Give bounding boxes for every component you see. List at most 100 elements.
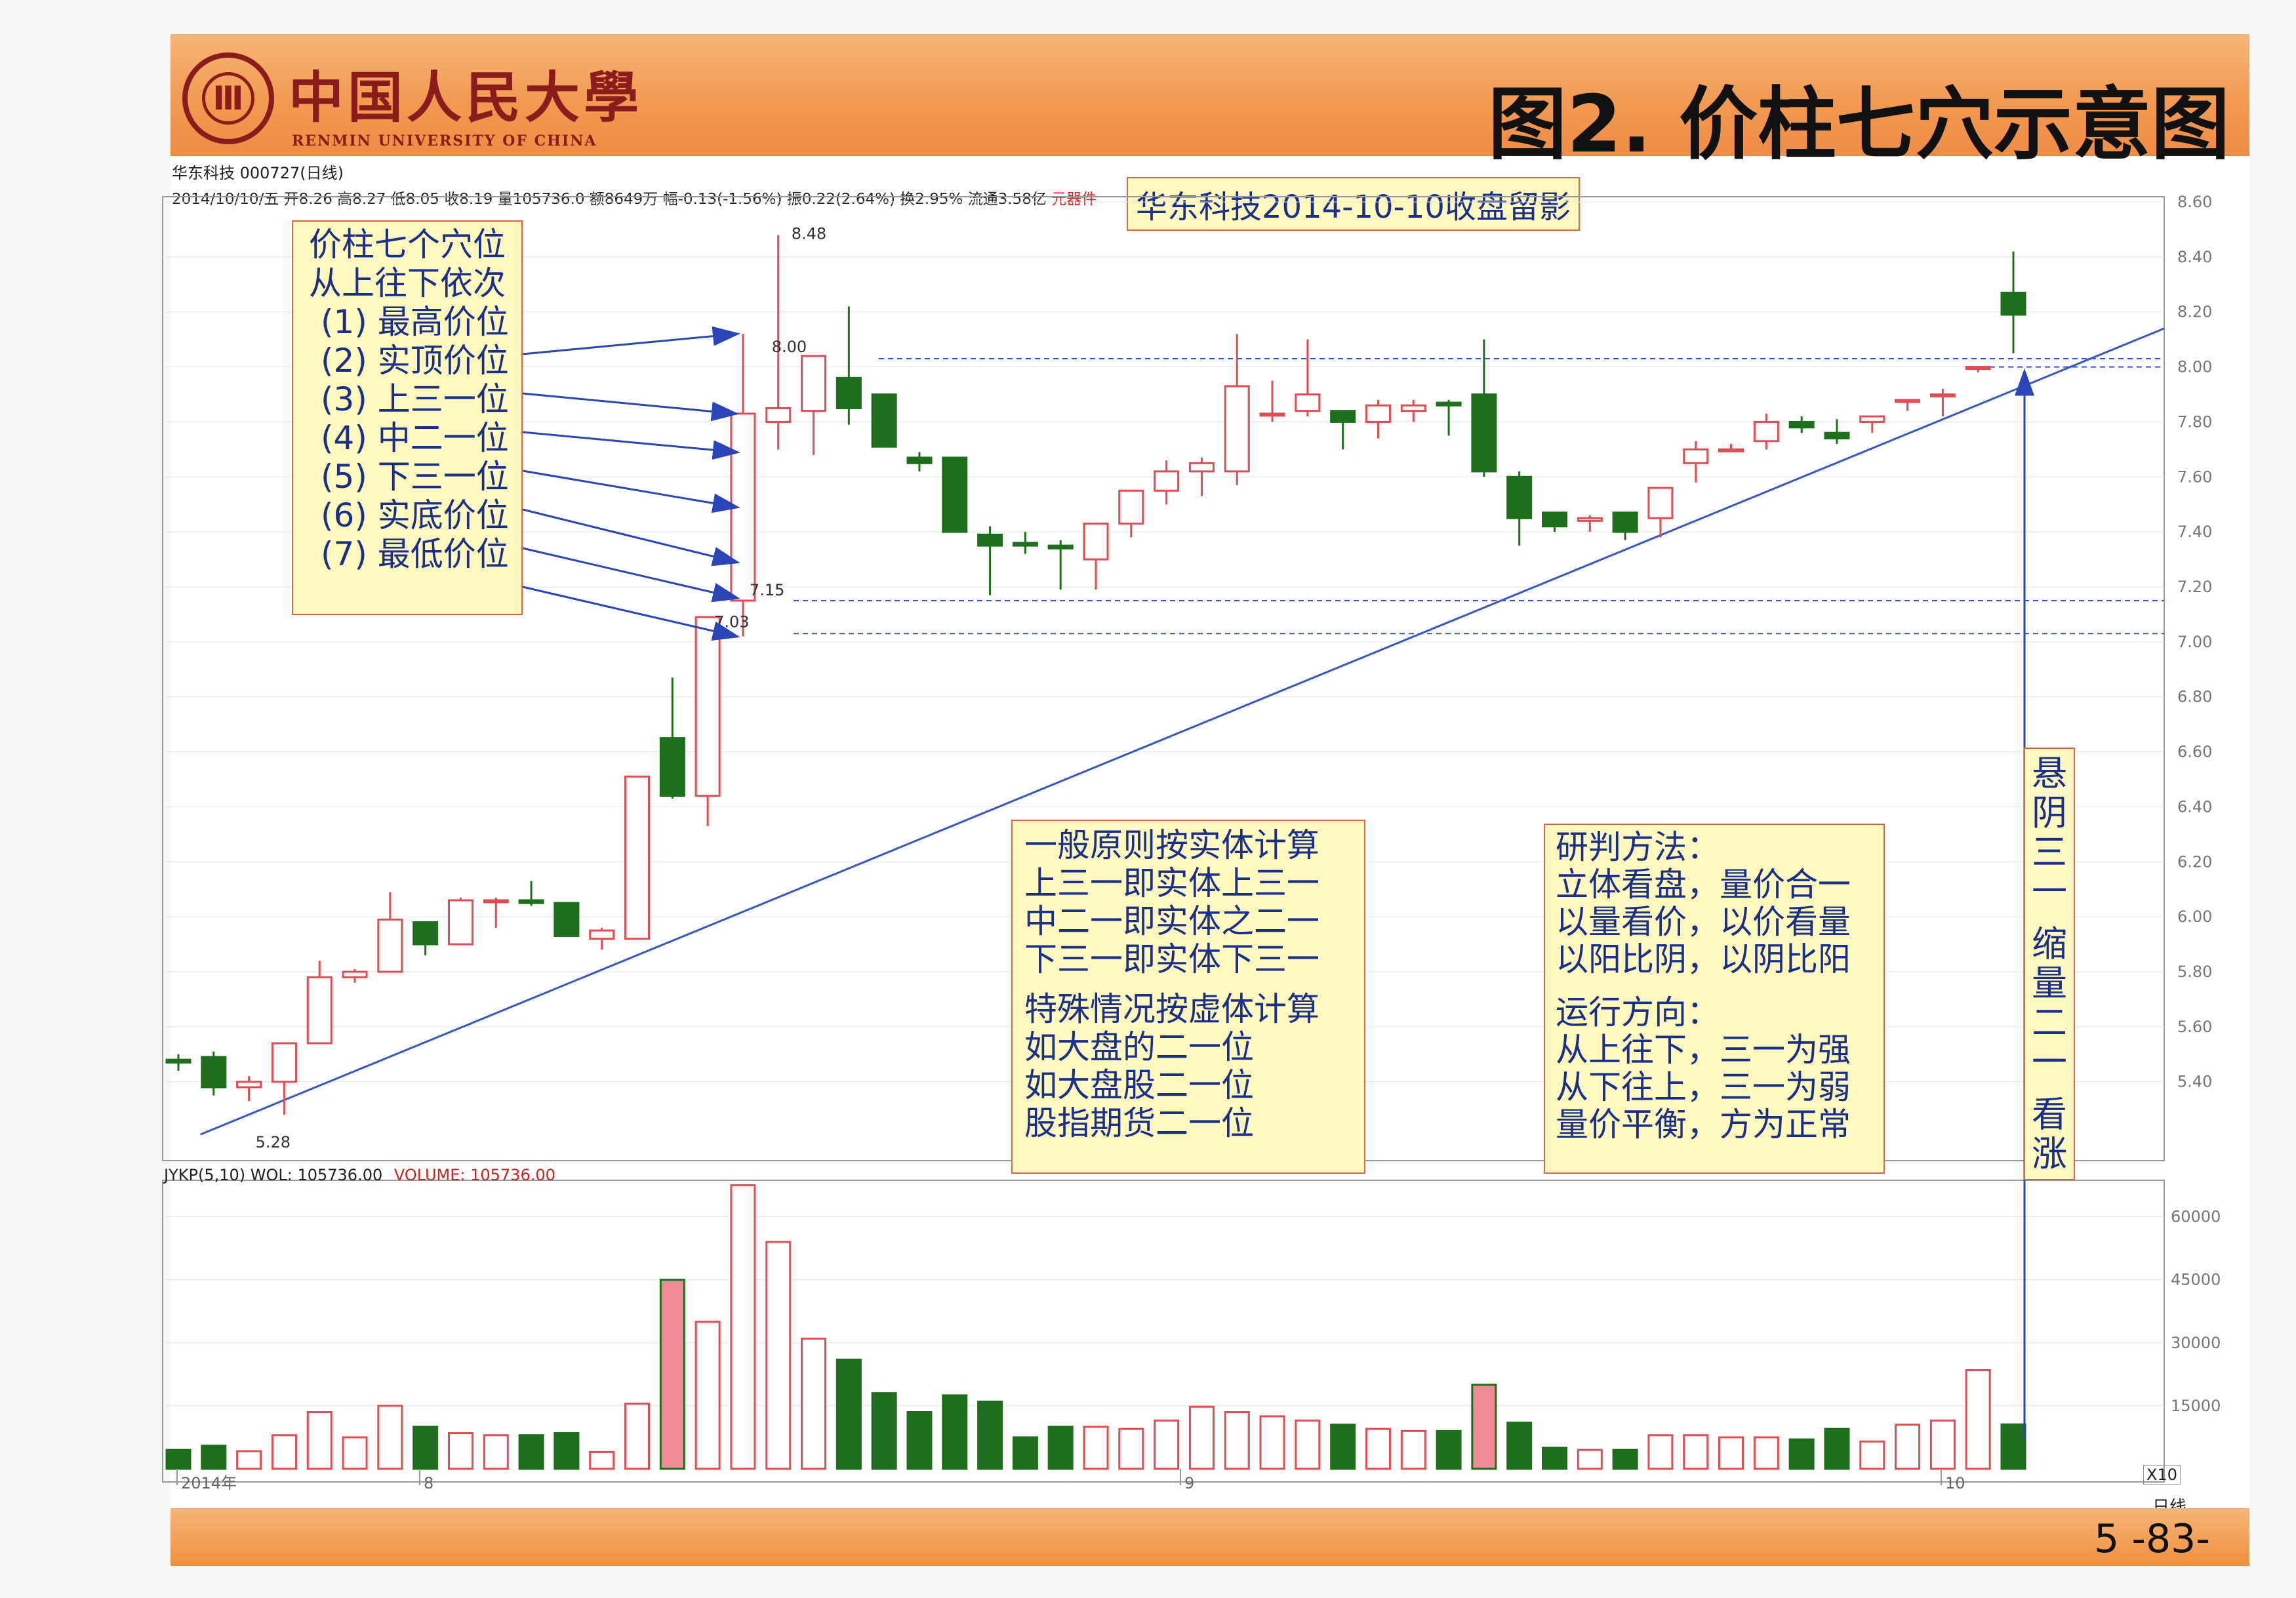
candle-body <box>1788 420 1815 429</box>
rule-line: 下三一即实体下三一 <box>1024 940 1319 978</box>
volume-bar <box>165 1448 191 1470</box>
point-item: (4) 中二一位 <box>321 419 509 457</box>
candle-body <box>1542 511 1567 528</box>
volume-bar <box>1859 1440 1885 1470</box>
candle-body <box>201 1056 227 1089</box>
x-tick-label: 9 <box>1184 1474 1194 1492</box>
rule-line: 上三一即实体上三一 <box>1024 864 1319 902</box>
price-tick-label: 7.00 <box>2177 633 2212 651</box>
volume-panel-header: JYKP(5,10) WOL: 105736.00 VOLUME: 105736… <box>164 1166 555 1184</box>
stock-sector: 元器件 <box>1051 191 1097 208</box>
volume-bar <box>271 1434 297 1470</box>
candle-body <box>1683 448 1709 464</box>
volume-bar <box>801 1337 827 1470</box>
price-annotation: 8.48 <box>792 224 826 243</box>
x-tick-label: 10 <box>1945 1474 1965 1492</box>
volume-bar <box>906 1411 933 1470</box>
candle-body <box>801 355 827 412</box>
volume-bar <box>1718 1436 1744 1470</box>
candle-body <box>271 1042 297 1083</box>
volume-bar <box>483 1434 509 1470</box>
volume-bar <box>518 1434 544 1470</box>
candle-body <box>1506 475 1533 519</box>
page-number: 5 -83- <box>2094 1516 2210 1562</box>
method-line: 以量看价，以价看量 <box>1556 903 1851 941</box>
volume-bar <box>1929 1419 1956 1470</box>
candle-body <box>1647 487 1674 519</box>
pointer-arrow <box>522 586 740 641</box>
candle-body <box>1259 412 1285 417</box>
price-tick-label: 7.40 <box>2177 523 2212 541</box>
volume-bar <box>1047 1426 1074 1470</box>
candle-body <box>2000 291 2026 316</box>
volume-bar <box>1224 1411 1250 1470</box>
candle-body <box>1224 385 1250 473</box>
candle-body <box>1929 393 1956 397</box>
volume-bar <box>1365 1428 1391 1470</box>
point-item: (3) 上三一位 <box>321 380 509 418</box>
price-annotation: 5.28 <box>256 1133 291 1151</box>
note-char: 悬 <box>2032 753 2067 794</box>
vertical-note-box: 悬 阴 三 一 缩 量 二 一 看 涨 <box>2024 748 2075 1180</box>
candle-body <box>1965 366 1991 370</box>
candle-body <box>447 899 473 946</box>
x-tick-label: 2014年 <box>181 1474 237 1492</box>
note-char: 缩 <box>2032 923 2067 965</box>
volume-value-label: VOLUME: 105736.00 <box>393 1166 555 1184</box>
volume-bar <box>624 1403 650 1470</box>
volume-bar <box>1400 1429 1426 1470</box>
university-name-en: RENMIN UNIVERSITY OF CHINA <box>292 132 597 150</box>
price-tick-label: 6.80 <box>2177 688 2212 706</box>
pointer-arrow <box>522 469 740 513</box>
candle-body <box>589 929 615 940</box>
method-line: 从上往下，三一为强 <box>1556 1031 1851 1069</box>
box-points-title1: 价柱七个穴位 <box>309 226 506 264</box>
candle-body <box>659 737 685 797</box>
volume-indicator-label: JYKP(5,10) WOL: 105736.00 <box>164 1166 383 1184</box>
price-tick-label: 7.60 <box>2177 468 2212 486</box>
volume-bar <box>1188 1405 1215 1470</box>
candle-body <box>1436 401 1462 407</box>
pointer-arrow <box>522 508 740 567</box>
volume-bar <box>1577 1448 1603 1470</box>
candle-body <box>1718 448 1744 452</box>
point-item: (1) 最高价位 <box>321 303 509 341</box>
stock-info-line: 2014/10/10/五 开8.26 高8.27 低8.05 收8.19 量10… <box>172 186 1097 209</box>
candle-body <box>483 899 509 904</box>
price-tick-label: 5.60 <box>2177 1018 2212 1036</box>
volume-bar <box>942 1394 968 1470</box>
rule-line: 一般原则按实体计算 <box>1024 826 1319 864</box>
volume-bar <box>413 1426 439 1470</box>
volume-bar <box>1753 1436 1779 1470</box>
volume-bar <box>1295 1419 1321 1470</box>
price-annotation: 7.03 <box>714 612 749 631</box>
volume-bar <box>1612 1448 1638 1470</box>
candle-body <box>554 902 580 937</box>
volume-bar <box>1542 1447 1567 1470</box>
footer-banner: 5 -83- <box>171 1508 2249 1566</box>
candle-body <box>1012 542 1038 547</box>
candle-body <box>1753 420 1779 443</box>
candle-body <box>1612 511 1638 533</box>
candle-body <box>377 918 403 973</box>
note-char: 二 <box>2032 1002 2067 1043</box>
stock-name-line: 华东科技 000727(日线) <box>172 164 344 182</box>
header-banner: Ⅲ 中国人民大學 RENMIN UNIVERSITY OF CHINA 图2. … <box>171 34 2249 170</box>
volume-bar <box>1118 1428 1144 1470</box>
note-char: 一 <box>2032 1041 2067 1083</box>
candle-body <box>695 616 721 797</box>
volume-bar <box>765 1241 792 1470</box>
candle-body <box>871 393 897 448</box>
candle-body <box>1154 470 1180 492</box>
volume-bar <box>871 1392 897 1470</box>
pointer-arrow <box>522 326 740 355</box>
volume-bar <box>977 1401 1003 1470</box>
volume-bar <box>236 1450 262 1470</box>
volume-tick-label: 30000 <box>2171 1334 2221 1352</box>
candle-body <box>1895 399 1921 403</box>
candle-body <box>1330 410 1356 423</box>
price-tick-label: 8.40 <box>2177 248 2212 266</box>
point-item: (2) 实顶价位 <box>321 342 509 380</box>
volume-bar <box>2000 1423 2026 1470</box>
candle-body <box>906 456 933 464</box>
